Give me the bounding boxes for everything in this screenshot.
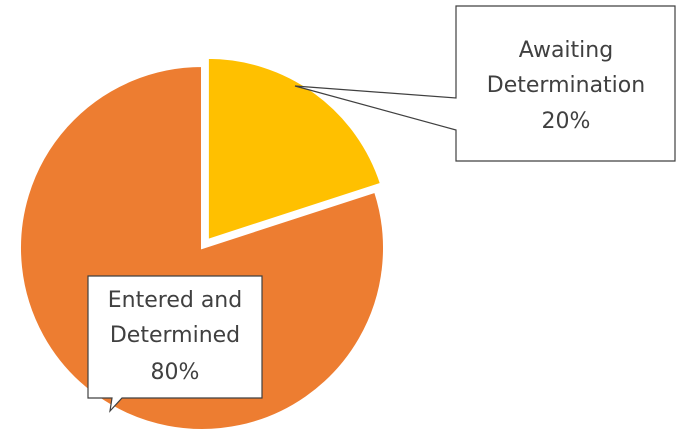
callout-awaiting-determination: Awaiting Determination 20%	[294, 5, 676, 162]
callout-percent-entered: 80%	[151, 360, 200, 385]
callouts: Awaiting Determination 20% Entered and D…	[87, 5, 676, 413]
pie-slice-awaiting-determination	[206, 56, 383, 242]
callout-label-line1-awaiting: Awaiting	[519, 38, 613, 63]
callout-label-line2-entered: Determined	[110, 323, 240, 348]
callout-label-line1-entered: Entered and	[108, 288, 242, 313]
callout-box-entered-and-determined	[87, 275, 263, 413]
callout-entered-and-determined: Entered and Determined 80%	[87, 275, 263, 413]
callout-label-line2-awaiting: Determination	[487, 73, 645, 98]
callout-box-awaiting-determination	[294, 5, 676, 162]
callout-percent-awaiting: 20%	[542, 109, 591, 134]
